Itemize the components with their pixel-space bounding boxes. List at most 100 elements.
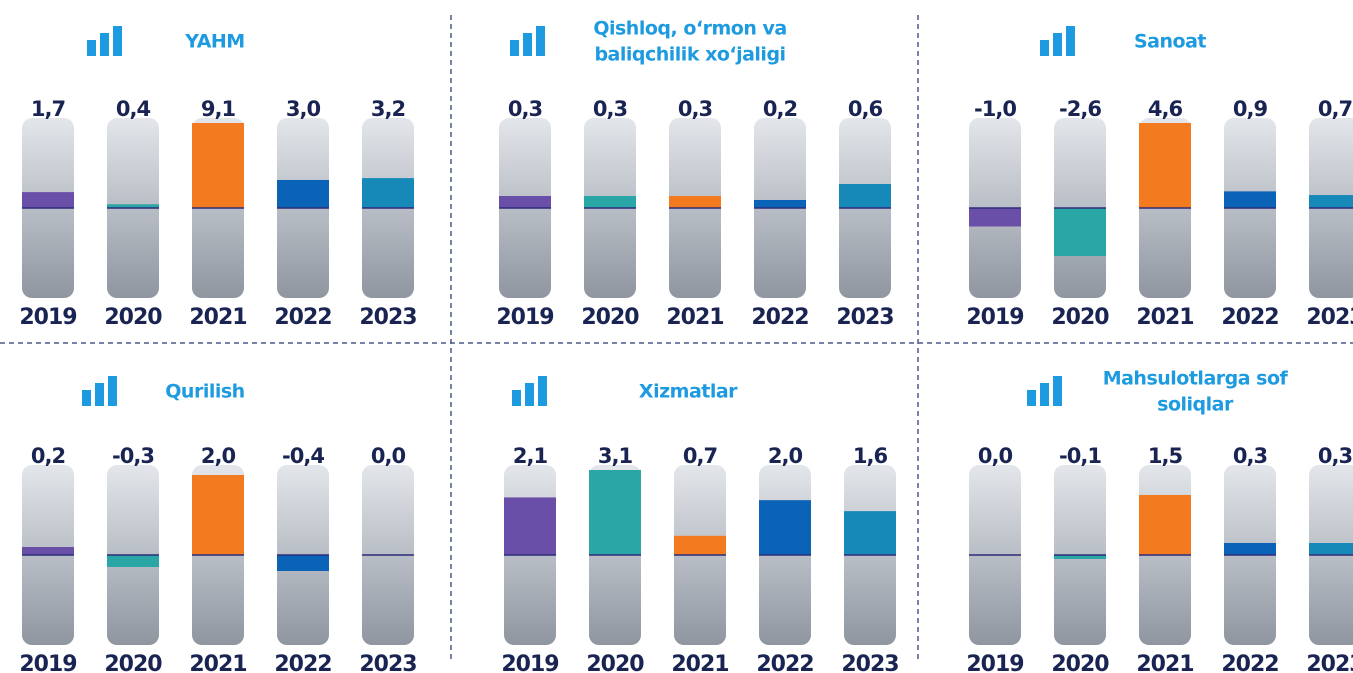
x-tick-label: 2022 — [1221, 305, 1278, 330]
bar — [669, 196, 721, 208]
bar — [277, 555, 329, 571]
value-label: 1,5 — [1148, 444, 1183, 468]
x-tick-label: 2022 — [751, 305, 808, 330]
value-label: 4,6 — [1148, 97, 1183, 121]
x-tick-label: 2020 — [586, 652, 644, 673]
x-tick-label: 2021 — [189, 652, 246, 673]
value-label: 2,1 — [513, 444, 548, 468]
value-label: 0,2 — [31, 444, 65, 468]
bar — [277, 179, 329, 208]
value-label: -0,1 — [1059, 444, 1101, 468]
bar — [1224, 543, 1276, 555]
value-label: 2,0 — [201, 444, 236, 468]
bar — [1309, 543, 1353, 555]
value-label: 9,1 — [201, 97, 236, 121]
value-label: 0,0 — [978, 444, 1013, 468]
value-label: 0,9 — [1233, 97, 1268, 121]
icon — [1040, 383, 1049, 406]
icon — [108, 376, 117, 406]
value-label: 0,3 — [593, 97, 627, 121]
bar — [1139, 495, 1191, 555]
panel-title: Sanoat — [1134, 31, 1206, 53]
bar — [107, 204, 159, 208]
bar — [584, 196, 636, 208]
icon — [1053, 376, 1062, 406]
icon — [95, 383, 104, 406]
x-tick-label: 2019 — [501, 652, 558, 673]
bar — [674, 535, 726, 555]
bar — [759, 500, 811, 555]
bar — [499, 196, 551, 208]
value-label: -0,4 — [282, 444, 324, 468]
bar — [1224, 191, 1276, 208]
value-label: 0,3 — [1233, 444, 1267, 468]
panel-title: Qurilish — [165, 381, 244, 403]
x-tick-label: 2023 — [836, 305, 893, 330]
value-label: -2,6 — [1059, 97, 1101, 121]
x-tick-label: 2019 — [19, 305, 76, 330]
icon — [510, 40, 519, 56]
icon — [512, 390, 521, 406]
x-tick-label: 2020 — [104, 305, 162, 330]
icon — [1040, 40, 1049, 56]
x-tick-label: 2023 — [359, 305, 416, 330]
bar — [22, 192, 74, 208]
x-tick-label: 2021 — [1136, 305, 1193, 330]
x-tick-label: 2021 — [1136, 652, 1193, 673]
bar — [839, 184, 891, 208]
value-label: 3,0 — [286, 97, 321, 121]
value-label: 0,3 — [678, 97, 712, 121]
value-label: 0,6 — [848, 97, 883, 121]
bar — [754, 200, 806, 208]
value-label: 0,0 — [371, 444, 406, 468]
value-label: 1,6 — [853, 444, 888, 468]
x-tick-label: 2019 — [966, 652, 1023, 673]
x-tick-label: 2022 — [274, 652, 331, 673]
bar — [192, 123, 244, 208]
value-label: 0,7 — [1318, 97, 1352, 121]
value-label: 0,3 — [1318, 444, 1352, 468]
bar — [1139, 123, 1191, 208]
panel-title: soliqlar — [1157, 394, 1234, 416]
value-label: 0,2 — [763, 97, 797, 121]
x-tick-label: 2019 — [966, 305, 1023, 330]
bar — [1054, 555, 1106, 559]
bar — [504, 497, 556, 555]
icon — [87, 40, 96, 56]
x-tick-label: 2020 — [1051, 652, 1109, 673]
x-tick-label: 2019 — [19, 652, 76, 673]
icon — [100, 33, 109, 56]
bar — [107, 555, 159, 567]
x-tick-label: 2021 — [189, 305, 246, 330]
value-label: 2,0 — [768, 444, 803, 468]
bar — [22, 547, 74, 555]
x-tick-label: 2023 — [1306, 652, 1353, 673]
x-tick-label: 2023 — [841, 652, 898, 673]
icon — [1053, 33, 1062, 56]
value-label: 0,4 — [116, 97, 151, 121]
value-label: 0,7 — [683, 444, 717, 468]
x-tick-label: 2021 — [666, 305, 723, 330]
panel-title: YAHM — [184, 31, 244, 53]
value-label: 1,7 — [31, 97, 65, 121]
bar — [1054, 208, 1106, 257]
x-tick-label: 2022 — [274, 305, 331, 330]
icon — [525, 383, 534, 406]
bar — [1309, 195, 1353, 208]
x-tick-label: 2020 — [104, 652, 162, 673]
bar — [589, 470, 641, 555]
bar — [969, 208, 1021, 227]
x-tick-label: 2023 — [1306, 305, 1353, 330]
bar — [192, 475, 244, 555]
value-label: 3,2 — [371, 97, 405, 121]
icon — [1027, 390, 1036, 406]
x-tick-label: 2020 — [581, 305, 639, 330]
icon — [1066, 26, 1075, 56]
bar — [362, 178, 414, 208]
icon — [82, 390, 91, 406]
value-label: -1,0 — [974, 97, 1016, 121]
icon — [523, 33, 532, 56]
value-label: 0,3 — [508, 97, 542, 121]
icon — [538, 376, 547, 406]
